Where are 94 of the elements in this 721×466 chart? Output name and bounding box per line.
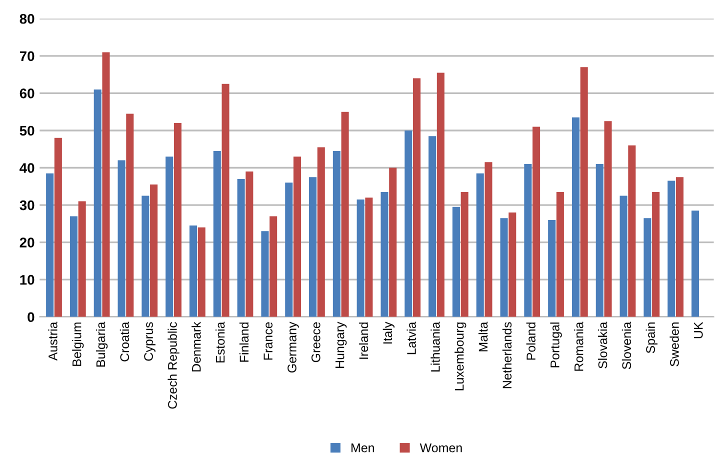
bar [508,212,516,317]
bar [436,72,444,317]
bar [317,147,325,317]
bar [341,112,349,317]
x-tick-label: Netherlands [502,322,512,388]
bar [452,206,460,317]
bar [676,177,684,317]
x-tick-label: Cyprus [144,322,156,361]
bar [500,218,508,317]
bar [246,171,254,317]
bar [476,173,484,317]
bar [174,123,182,317]
bar [78,201,86,317]
bar [94,89,102,317]
bar [628,145,636,317]
y-tick-label: 50 [20,126,34,136]
x-tick-label: Slovenia [622,322,632,370]
bar [556,192,564,317]
bar [198,227,206,317]
bar [365,198,373,317]
bar [380,192,388,317]
x-tick-label: Ireland [358,322,368,359]
bar [548,220,556,317]
bar [213,150,221,317]
bar [222,84,230,317]
bar [620,196,628,317]
x-tick-label: Denmark [192,322,201,372]
y-tick-label: 20 [20,238,34,248]
bar [118,160,126,317]
x-tick-label: Hungary [335,322,347,368]
y-tick-label: 40 [20,163,34,173]
y-tick-label: 70 [20,51,34,62]
x-tick-label: Italy [382,322,394,344]
x-tick-label: Latvia [406,322,416,354]
bar [270,216,278,317]
bar [652,192,660,317]
bar [150,184,158,317]
bar [309,177,317,317]
x-tick-label: Austria [48,322,58,361]
y-tick-label: 30 [20,200,34,210]
x-tick-label: Poland [526,322,536,360]
bar [142,196,150,317]
x-tick-label: Romania [574,322,584,371]
x-tick-label: Germany [288,322,299,373]
bar [428,136,436,317]
x-tick-label: Bulgaria [96,322,108,367]
bar [644,218,652,317]
bar [102,52,110,317]
bar [604,121,612,317]
y-tick-label: 80 [20,14,34,24]
legend-label: Men [351,444,374,452]
bar [332,150,340,317]
x-tick-label: Slovakia [598,322,608,368]
bar [484,162,492,317]
bar [413,78,421,317]
x-tick-label: Croatia [120,322,130,362]
x-tick-label: Czech Republic [168,322,180,409]
bar [285,182,293,317]
bar [237,178,245,317]
x-tick-label: Estonia [216,322,225,362]
bar [460,192,468,317]
x-tick-label: France [264,322,273,360]
x-tick-label: Lithuania [430,322,440,372]
x-tick-label: Sweden [670,322,679,366]
y-tick-label: 10 [20,274,34,285]
x-tick-label: UK [694,322,703,338]
legend-label: Women [420,444,462,452]
bar [356,199,364,317]
bar [46,173,54,317]
bar [596,164,604,317]
x-tick-label: Portugal [550,322,562,368]
bar [126,114,134,317]
x-tick-label: Greece [311,322,320,362]
bar [668,180,676,317]
bar [532,126,540,317]
bar [166,156,174,317]
bar [692,210,700,317]
x-tick-label: Finland [239,322,249,362]
bar [404,130,412,317]
x-tick-label: Luxembourg [454,322,466,390]
y-tick-label: 0 [28,312,34,322]
x-tick-label: Belgium [72,322,84,366]
bar [189,226,198,317]
x-tick-label: Malta [478,322,488,352]
bar [261,231,269,317]
bar [580,67,588,317]
bar [70,216,78,317]
bar [524,164,532,317]
x-tick-label: Spain [646,322,658,354]
bar [293,156,301,317]
bar [389,168,397,317]
y-tick-label: 60 [20,88,34,98]
bar [54,138,62,317]
bar [572,117,580,317]
